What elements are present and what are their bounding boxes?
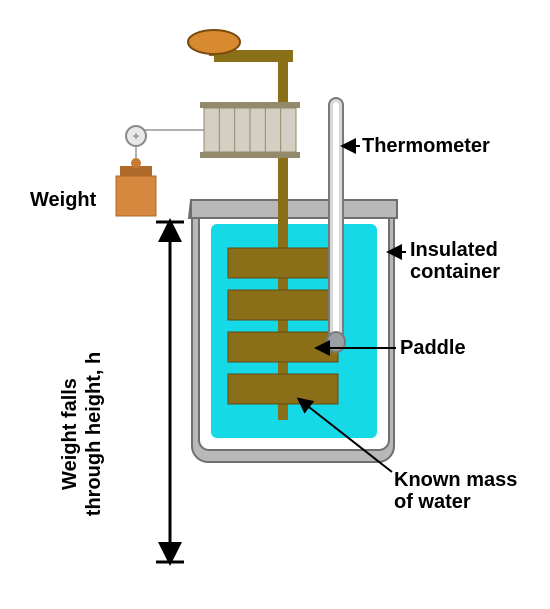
weight-label: Weight [30, 189, 97, 211]
paddle-blade [228, 374, 338, 404]
crank-handle-icon [188, 30, 240, 54]
weight-body [116, 176, 156, 216]
paddle-blade [228, 290, 338, 320]
weight-knob [131, 158, 141, 168]
container-rim [191, 200, 397, 218]
thermometer-inner [333, 102, 339, 334]
thermometer-label: Thermometer [362, 135, 490, 157]
joule-apparatus-diagram: + Thermometer Weight Insulatedcontainer Padd… [0, 0, 550, 609]
height-label-1: Weight falls [59, 378, 81, 490]
height-label-group: Weight fallsthrough height, h [59, 352, 105, 516]
known-label: of water [394, 491, 471, 513]
spool-flange-top [200, 102, 300, 108]
shaft-upper [278, 60, 288, 108]
height-label-2: through height, h [83, 352, 105, 516]
paddle-blade [228, 248, 338, 278]
spool-flange-bottom [200, 152, 300, 158]
known-label: Known mass [394, 469, 517, 491]
insulated-label: container [410, 261, 500, 283]
pulley-mark: + [132, 129, 139, 143]
paddle-label: Paddle [400, 337, 466, 359]
insulated-label: Insulated [410, 239, 498, 261]
